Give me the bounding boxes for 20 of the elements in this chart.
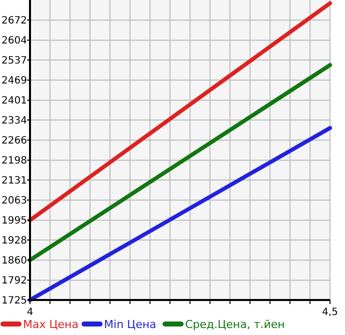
y-tick-label: 1792	[2, 276, 27, 287]
y-tick-label: 2469	[2, 76, 27, 87]
y-tick-label: 2334	[2, 116, 27, 126]
legend-label: Max Цена	[23, 318, 78, 331]
legend-label: Сред.Цена, т.йен	[185, 318, 285, 331]
x-tick-label: 4	[26, 307, 34, 318]
y-tick-label: 1860	[2, 256, 27, 267]
y-tick-label: 2131	[2, 176, 27, 186]
legend-label: Min Цена	[104, 318, 156, 331]
y-tick-label: 2604	[2, 36, 27, 47]
x-tick-label: 4,5	[322, 307, 338, 318]
y-tick-label: 1928	[2, 236, 27, 246]
y-tick-label: 2401	[2, 96, 27, 107]
y-tick-label: 1995	[2, 216, 27, 227]
y-tick-label: 2537	[2, 56, 27, 66]
y-tick-label: 2672	[2, 16, 27, 27]
y-tick-label: 2063	[2, 196, 27, 207]
y-tick-label: 1725	[2, 296, 27, 306]
y-tick-label: 2266	[2, 136, 27, 147]
y-tick-label: 2198	[2, 156, 27, 167]
